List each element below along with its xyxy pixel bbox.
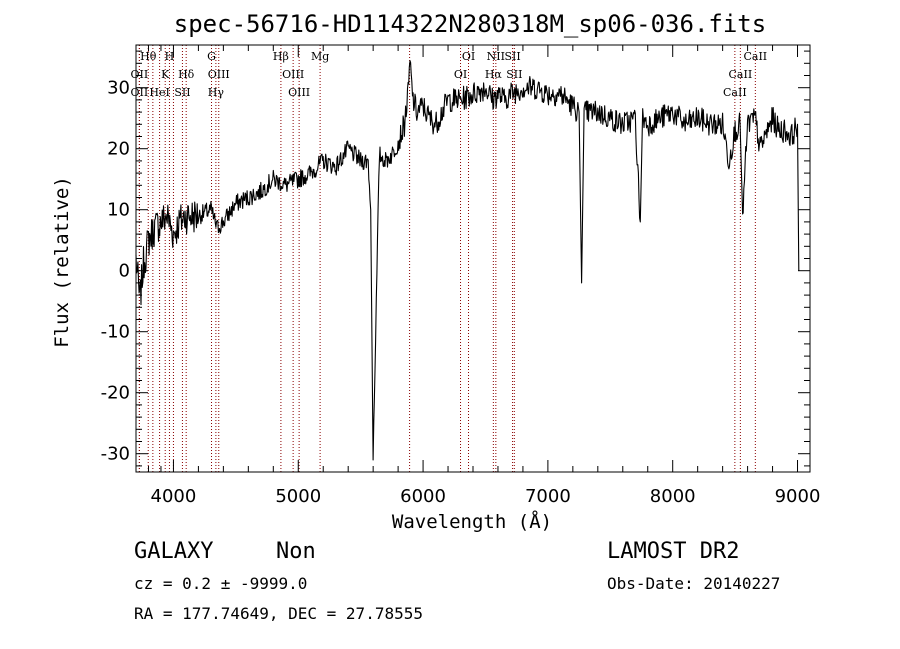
line-label: H (165, 50, 175, 63)
y-tick-label: 0 (119, 261, 130, 282)
line-label: OII (131, 68, 149, 81)
y-tick-label: 10 (107, 200, 130, 221)
y-tick-label: -10 (101, 322, 130, 343)
axis-ticks: 4000 5000 6000 7000 8000 9000 -30 -20 -10 0 10 20 30 (101, 45, 821, 507)
line-label: HeI (149, 86, 169, 99)
line-label: K (161, 68, 170, 81)
y-tick-label: 20 (107, 139, 130, 160)
object-subclass: Non (276, 539, 316, 564)
line-label: NII (487, 50, 505, 63)
chart-title: spec-56716-HD114322N280318M_sp06-036.fit… (174, 10, 766, 38)
object-class: GALAXY (134, 539, 213, 564)
x-tick-label: 9000 (775, 486, 821, 507)
line-label: SII (506, 68, 522, 81)
x-tick-label: 8000 (650, 486, 696, 507)
line-label: Hθ (140, 50, 157, 63)
x-tick-label: 6000 (400, 486, 446, 507)
line-label: SII (174, 86, 190, 99)
line-label: SII (504, 50, 520, 63)
line-label: OII (131, 86, 149, 99)
line-label: Hβ (273, 50, 289, 63)
line-label: Mg (311, 50, 329, 63)
line-label: G (207, 50, 216, 63)
line-label: CaII (743, 50, 767, 63)
plot-frame (135, 44, 811, 473)
line-label: OIII (208, 68, 230, 81)
line-label: Hγ (208, 86, 225, 99)
y-tick-label: -30 (101, 444, 130, 465)
line-label: OI (454, 68, 467, 81)
x-axis-label: Wavelength (Å) (392, 510, 552, 533)
line-label: CaII (723, 86, 747, 99)
x-tick-label: 4000 (151, 486, 197, 507)
y-axis-label: Flux (relative) (51, 176, 73, 348)
line-label: OI (462, 50, 475, 63)
spectrum-line (135, 60, 800, 461)
survey-name: LAMOST DR2 (607, 539, 739, 564)
obs-date: Obs-Date: 20140227 (607, 574, 780, 593)
line-label: OIII (282, 68, 304, 81)
line-markers (138, 45, 756, 472)
x-tick-label: 7000 (525, 486, 571, 507)
line-label: Hδ (178, 68, 195, 81)
line-label: OIII (288, 86, 310, 99)
line-label: CaII (729, 68, 753, 81)
line-label: Hα (485, 68, 503, 81)
y-tick-label: -20 (101, 383, 130, 404)
coordinates-text: RA = 177.74649, DEC = 27.78555 (134, 604, 423, 623)
x-tick-label: 5000 (275, 486, 321, 507)
y-tick-label: 30 (107, 78, 130, 99)
redshift-text: cz = 0.2 ± -9999.0 (134, 574, 307, 593)
